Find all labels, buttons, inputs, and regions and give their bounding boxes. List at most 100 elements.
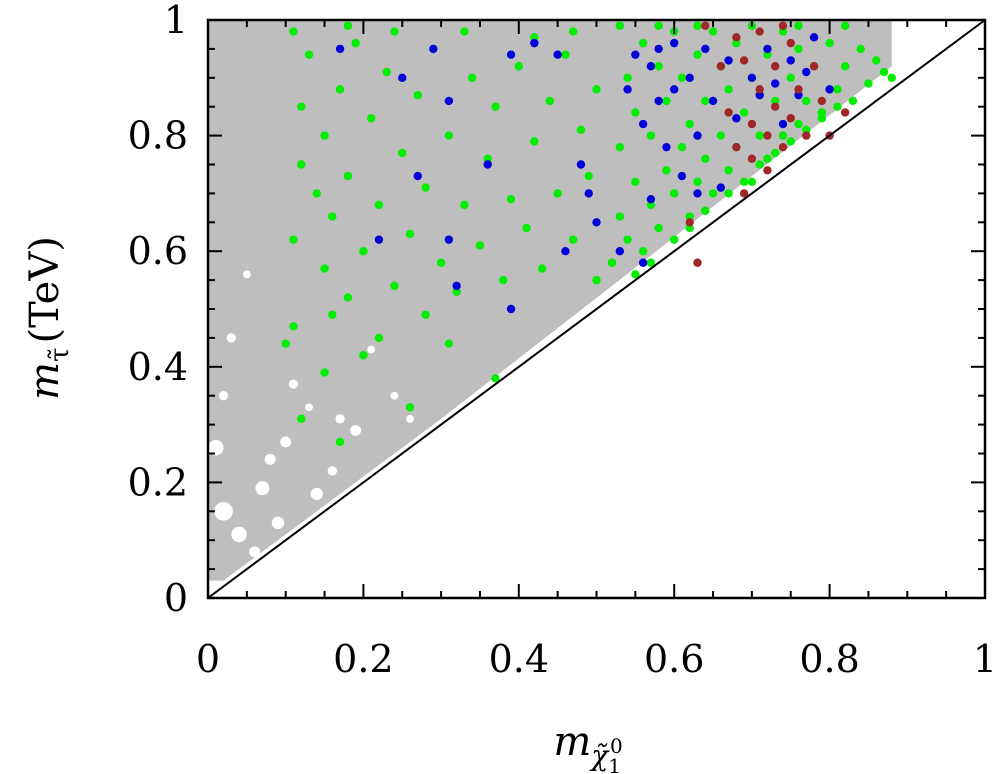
data-point	[708, 189, 718, 198]
x-label-subscript: χ̃	[589, 739, 610, 772]
data-point	[297, 160, 306, 169]
data-point	[755, 131, 764, 140]
data-point	[654, 223, 663, 233]
x-tick-labels: 0 0.2 0.4 0.6 0.8 1	[196, 637, 997, 681]
gray-hole	[271, 516, 285, 530]
data-point	[747, 177, 757, 187]
data-point	[677, 73, 687, 83]
data-point	[522, 223, 531, 233]
data-point	[755, 85, 764, 94]
data-point	[506, 304, 516, 314]
data-point	[833, 102, 842, 111]
data-point	[405, 229, 415, 239]
data-point	[825, 85, 834, 94]
data-point	[374, 333, 384, 343]
data-point	[592, 275, 601, 285]
data-point	[879, 67, 889, 77]
y-axis-label: mτ̃ (TeV)	[22, 236, 75, 400]
data-point	[328, 310, 337, 319]
data-point	[343, 171, 353, 181]
data-point	[398, 148, 407, 158]
data-point	[794, 119, 803, 129]
data-point	[592, 218, 601, 227]
data-point	[654, 44, 663, 54]
data-point	[724, 166, 733, 175]
data-point	[638, 247, 648, 256]
data-point	[708, 96, 718, 106]
data-point	[646, 258, 656, 267]
data-point	[755, 90, 764, 100]
data-point	[732, 38, 741, 48]
data-point	[561, 247, 570, 256]
data-point	[413, 171, 422, 181]
gray-hole	[255, 481, 270, 496]
data-point	[724, 85, 733, 94]
data-point	[553, 189, 562, 198]
data-point	[685, 212, 694, 221]
data-point	[615, 247, 625, 256]
axis-ticks	[207, 19, 986, 599]
data-point	[631, 108, 640, 117]
data-point	[343, 293, 353, 302]
data-point	[615, 142, 625, 152]
data-point	[444, 96, 454, 106]
data-point	[840, 62, 850, 71]
data-point	[335, 44, 345, 54]
data-point	[654, 62, 663, 71]
data-point	[631, 177, 640, 187]
data-point	[281, 339, 290, 348]
data-point	[615, 212, 625, 221]
data-point	[833, 85, 842, 94]
data-point	[304, 50, 314, 59]
svg-text:mχ̃10: mχ̃10	[553, 719, 622, 774]
gray-hole	[390, 391, 399, 400]
data-point	[374, 235, 384, 244]
data-point	[289, 322, 298, 331]
x-tick-label: 0.4	[489, 637, 549, 681]
gray-hole	[367, 345, 376, 354]
x-tick-label: 0.6	[644, 637, 704, 681]
data-point	[289, 235, 298, 244]
data-point	[763, 166, 772, 175]
data-point	[887, 73, 896, 83]
data-point	[771, 62, 780, 71]
y-label-subscript: τ̃	[45, 348, 75, 362]
gray-hole	[214, 501, 233, 521]
y-tick-label: 1	[164, 0, 188, 42]
data-point	[794, 85, 803, 94]
data-point	[685, 119, 694, 129]
data-point	[778, 119, 788, 129]
data-point	[848, 96, 858, 106]
data-point	[576, 160, 586, 169]
data-point	[444, 131, 454, 140]
data-point	[701, 206, 710, 215]
data-point	[366, 114, 376, 123]
data-point	[460, 200, 469, 210]
data-point	[460, 27, 469, 36]
data-point	[662, 142, 671, 152]
data-point	[802, 125, 811, 135]
data-point	[685, 223, 694, 233]
data-point	[677, 142, 687, 152]
data-point	[802, 131, 811, 140]
data-point	[778, 27, 788, 36]
data-point	[638, 258, 648, 267]
data-point	[693, 258, 702, 267]
data-point	[670, 235, 679, 244]
data-point	[615, 21, 625, 30]
data-point	[289, 27, 298, 36]
data-point	[530, 137, 539, 146]
data-point	[359, 247, 368, 256]
data-point	[755, 27, 764, 36]
data-point	[592, 85, 601, 94]
data-point	[786, 114, 795, 123]
data-point	[297, 414, 306, 424]
data-point	[693, 21, 702, 30]
data-point	[320, 131, 329, 140]
data-point	[328, 212, 337, 221]
data-point	[817, 114, 827, 123]
data-point	[646, 200, 656, 210]
data-point	[312, 189, 321, 198]
data-point	[670, 85, 679, 94]
data-point	[568, 27, 578, 36]
